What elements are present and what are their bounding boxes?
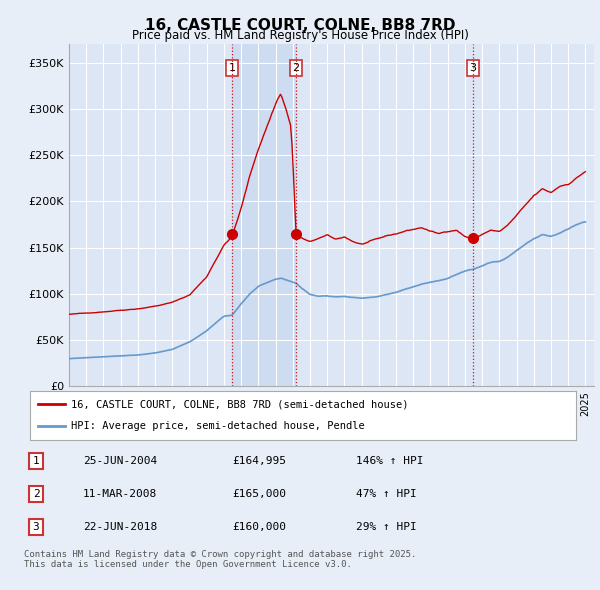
Text: 2: 2: [292, 63, 299, 73]
Text: 3: 3: [32, 522, 40, 532]
Text: 16, CASTLE COURT, COLNE, BB8 7RD: 16, CASTLE COURT, COLNE, BB8 7RD: [145, 18, 455, 32]
Text: 25-JUN-2004: 25-JUN-2004: [83, 456, 157, 466]
Text: £164,995: £164,995: [232, 456, 286, 466]
Text: 1: 1: [229, 63, 236, 73]
Text: 11-MAR-2008: 11-MAR-2008: [83, 489, 157, 499]
Text: Contains HM Land Registry data © Crown copyright and database right 2025.
This d: Contains HM Land Registry data © Crown c…: [24, 550, 416, 569]
Text: 2: 2: [32, 489, 40, 499]
Text: 29% ↑ HPI: 29% ↑ HPI: [356, 522, 417, 532]
Text: 3: 3: [469, 63, 476, 73]
Bar: [232, 44, 296, 386]
Text: Price paid vs. HM Land Registry's House Price Index (HPI): Price paid vs. HM Land Registry's House …: [131, 30, 469, 42]
Text: £165,000: £165,000: [232, 489, 286, 499]
Text: HPI: Average price, semi-detached house, Pendle: HPI: Average price, semi-detached house,…: [71, 421, 365, 431]
Text: 1: 1: [32, 456, 40, 466]
Text: 22-JUN-2018: 22-JUN-2018: [83, 522, 157, 532]
Text: 47% ↑ HPI: 47% ↑ HPI: [356, 489, 417, 499]
Text: 16, CASTLE COURT, COLNE, BB8 7RD (semi-detached house): 16, CASTLE COURT, COLNE, BB8 7RD (semi-d…: [71, 399, 409, 409]
Text: 146% ↑ HPI: 146% ↑ HPI: [356, 456, 424, 466]
Text: £160,000: £160,000: [232, 522, 286, 532]
